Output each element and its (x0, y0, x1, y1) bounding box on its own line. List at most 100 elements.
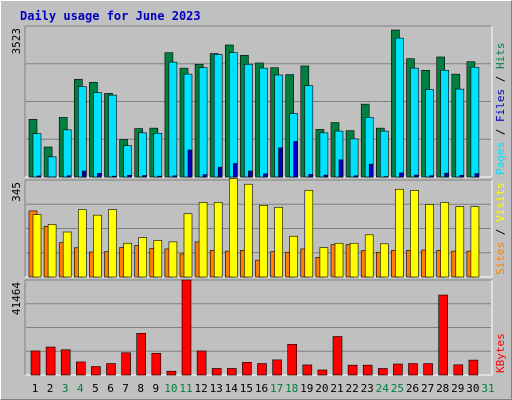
x-tick-label: 26 (406, 382, 419, 395)
files-bar (32, 133, 42, 178)
visits-bar (470, 206, 480, 278)
visits-bar (334, 242, 344, 278)
visits-bar (319, 247, 329, 278)
x-tick-label: 1 (32, 382, 39, 395)
pages-bar (233, 163, 238, 178)
visits-bar (108, 209, 117, 278)
pages-bar (323, 174, 329, 178)
visits-bar (259, 205, 268, 278)
x-tick-label: 28 (436, 382, 449, 395)
pages-bar (97, 173, 102, 178)
pages-bar (293, 141, 299, 178)
x-tick-label: 25 (391, 382, 404, 395)
kbytes-bar (408, 363, 418, 376)
files-bar (108, 94, 117, 178)
x-tick-label: 13 (210, 382, 223, 395)
kbytes-bar (332, 336, 343, 376)
files-bar (349, 138, 359, 178)
visits-bar (198, 202, 208, 278)
files-bar (244, 63, 253, 178)
legend-separator: / (494, 69, 507, 89)
legend-hits: Hits (494, 43, 507, 70)
visits-bar (229, 178, 238, 278)
pages-bar (459, 174, 465, 178)
kbytes-bar (453, 364, 464, 376)
kbytes-bar (196, 350, 207, 376)
legend-pages: Pages (494, 142, 507, 175)
x-tick-label: 31 (481, 382, 494, 395)
visits-bar (123, 242, 132, 278)
pages-bar (414, 174, 419, 178)
visits-bar (153, 240, 163, 278)
pages-bar (399, 172, 404, 178)
visits-bar (425, 204, 434, 278)
files-bar (78, 86, 87, 178)
visits-bar (440, 202, 450, 278)
x-tick-label: 3 (62, 382, 69, 395)
y-max-label: 3523 (10, 28, 23, 55)
x-tick-label: 10 (164, 382, 177, 395)
visits-bar (379, 243, 389, 278)
files-bar (319, 132, 329, 178)
x-tick-label: 19 (300, 382, 313, 395)
legend-kbytes: KBytes (494, 333, 507, 373)
pages-bar (368, 163, 374, 178)
kbytes-bar (76, 361, 86, 376)
pages-bar (82, 170, 87, 178)
x-tick-label: 9 (152, 382, 159, 395)
pages-bar (353, 175, 359, 178)
visits-bar (395, 188, 404, 278)
x-tick-label: 7 (122, 382, 129, 395)
x-tick-label: 8 (137, 382, 144, 395)
files-bar (213, 54, 223, 178)
kbytes-bar (287, 343, 298, 376)
x-tick-label: 14 (225, 382, 239, 395)
visits-bar (349, 242, 359, 278)
x-tick-label: 15 (240, 382, 253, 395)
visits-bar (138, 237, 147, 278)
pages-bar (127, 174, 132, 178)
legend-sites: Sites (494, 242, 507, 275)
files-bar (455, 88, 465, 178)
pages-bar (308, 174, 314, 178)
files-bar (47, 156, 57, 178)
x-tick-label: 30 (466, 382, 479, 395)
files-bar (395, 37, 404, 178)
visits-bar (47, 224, 57, 278)
pages-bar (278, 147, 283, 178)
pages-bar (172, 175, 178, 178)
kbytes-bar (468, 359, 479, 376)
pages-bar (157, 175, 163, 178)
x-tick-label: 29 (451, 382, 464, 395)
kbytes-bar (317, 369, 328, 376)
x-tick-label: 22 (345, 382, 358, 395)
x-tick-label: 6 (107, 382, 114, 395)
visits-bar (62, 231, 72, 278)
kbytes-bar (227, 368, 237, 376)
pages-bar (142, 175, 147, 178)
visits-bar (289, 235, 299, 278)
files-bar (410, 67, 419, 178)
x-tick-label: 27 (421, 382, 434, 395)
x-tick-label: 17 (270, 382, 283, 395)
kbytes-bar (211, 368, 222, 376)
kbytes-bar (423, 363, 433, 376)
kbytes-bar (438, 294, 449, 376)
visits-bar (364, 234, 374, 278)
kbytes-bar (30, 350, 41, 376)
x-tick-label: 16 (255, 382, 268, 395)
files-bar (198, 67, 208, 178)
kbytes-bar (166, 370, 177, 376)
visits-bar (93, 214, 102, 278)
x-tick-label: 2 (47, 382, 54, 395)
visits-bar (213, 202, 223, 278)
x-tick-label: 20 (315, 382, 328, 395)
pages-bar (112, 175, 117, 178)
kbytes-bar (377, 368, 388, 376)
kbytes-bar (347, 364, 358, 376)
kbytes-bar (257, 363, 267, 376)
kbytes-bar (242, 361, 252, 376)
files-bar (304, 85, 314, 178)
pages-bar (187, 149, 193, 178)
